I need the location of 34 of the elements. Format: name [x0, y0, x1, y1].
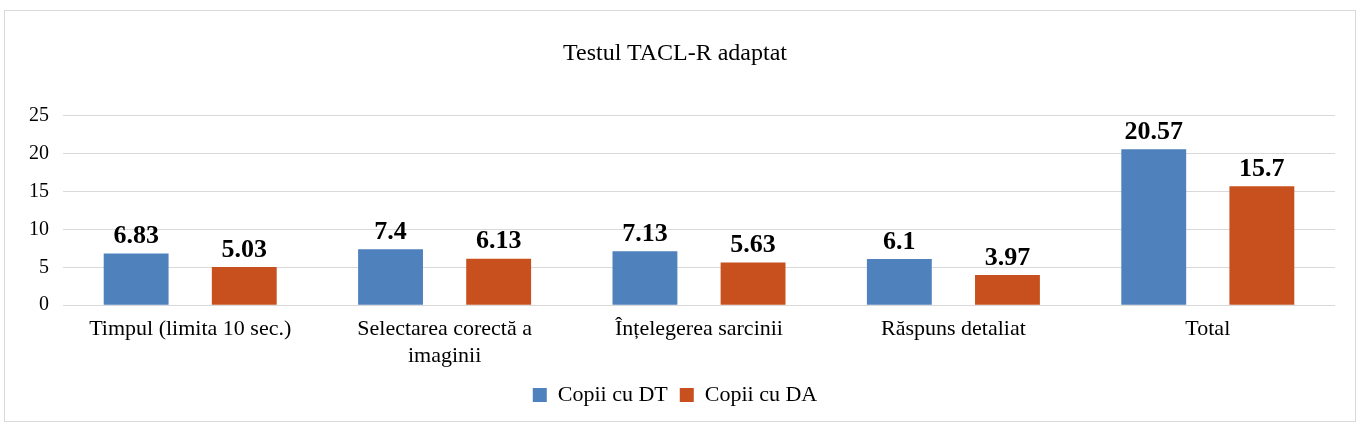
bar	[612, 251, 678, 305]
bar	[103, 253, 169, 305]
y-tick-label: 0	[39, 292, 49, 315]
data-label: 5.63	[730, 229, 776, 259]
data-label: 20.57	[1124, 116, 1183, 146]
y-tick-label: 10	[29, 216, 49, 239]
bar	[466, 258, 532, 305]
y-tick-label: 15	[29, 178, 49, 201]
data-label: 6.83	[113, 220, 159, 250]
bar	[1121, 149, 1187, 305]
x-tick-label: Total	[1185, 315, 1231, 341]
bar	[866, 258, 932, 305]
bar	[358, 249, 423, 305]
legend-label: Copii cu DA	[704, 380, 818, 406]
data-label: 3.97	[984, 241, 1031, 271]
bar	[211, 267, 277, 305]
x-tick-label: Înțelegerea sarcinii	[615, 315, 783, 341]
y-tick-label: 20	[29, 140, 49, 163]
y-tick-label: 25	[29, 103, 49, 126]
x-tick-label: Timpul (limita 10 sec.)	[89, 315, 292, 341]
y-tick-label: 5	[39, 254, 49, 277]
data-label: 7.4	[374, 215, 407, 245]
bar	[1229, 186, 1295, 305]
legend-label: Copii cu DT	[557, 380, 669, 406]
data-label: 7.13	[622, 217, 668, 247]
data-label: 6.1	[883, 225, 916, 255]
data-label: 6.13	[475, 225, 522, 255]
x-tick-label: Răspuns detaliat	[880, 315, 1026, 341]
data-label: 15.7	[1239, 152, 1285, 182]
bar	[975, 275, 1040, 305]
x-tick-label: Selectarea corectă a imaginii	[357, 315, 533, 367]
bar	[720, 262, 786, 305]
data-label: 5.03	[221, 233, 268, 263]
chart-title: Testul TACL-R adaptat	[563, 38, 788, 65]
